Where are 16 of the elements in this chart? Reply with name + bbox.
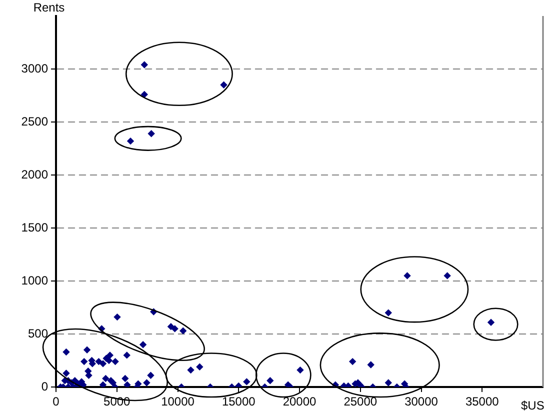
y-tick-label: 3000	[21, 61, 48, 76]
x-tick-label: 0	[52, 394, 60, 409]
y-axis-title: Rents	[33, 0, 65, 14]
x-tick-label: 10000	[161, 394, 195, 409]
y-tick-label: 1000	[21, 273, 48, 288]
x-tick-label: 35000	[465, 394, 500, 409]
y-tick-label: 500	[28, 326, 48, 340]
x-tick-label: 25000	[344, 394, 378, 409]
y-tick-label: 1500	[21, 220, 48, 234]
y-tick-label: 2500	[21, 114, 48, 128]
y-tick-label: 0	[41, 379, 48, 394]
x-axis-title: $US	[521, 398, 544, 412]
x-tick-label: 20000	[282, 394, 317, 409]
y-tick-label: 2000	[21, 167, 48, 182]
x-tick-label: 15000	[222, 394, 256, 409]
x-tick-label: 30000	[404, 394, 438, 409]
